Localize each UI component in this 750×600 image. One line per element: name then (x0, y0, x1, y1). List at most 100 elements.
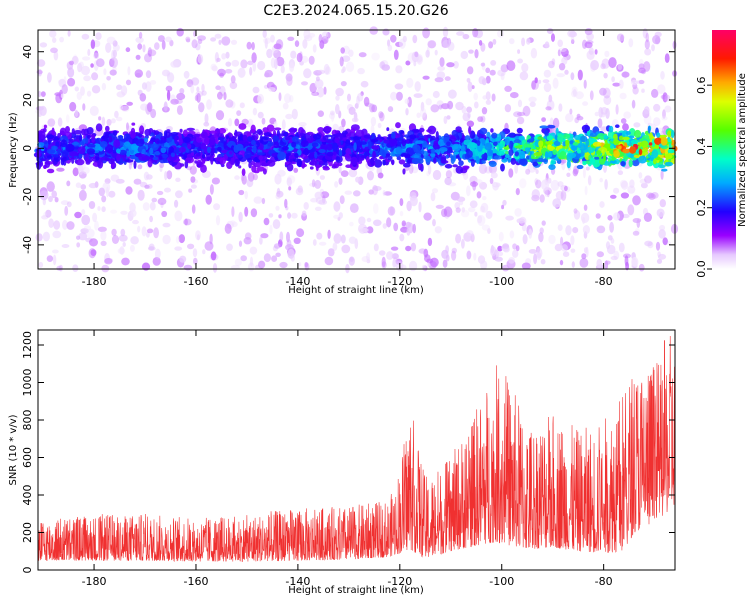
spectrogram-cell (338, 148, 343, 157)
spectrogram-cell (308, 32, 316, 38)
spectrogram-cell (638, 67, 646, 74)
spectrogram-cell (450, 155, 455, 165)
spectrogram-cell (152, 257, 161, 266)
spectrogram-cell (569, 140, 574, 145)
spectrogram-cell (338, 212, 343, 219)
spectrogram-cell (485, 67, 491, 74)
spectrogram-cell (664, 105, 672, 113)
spectrogram-cell (145, 70, 152, 79)
spectrogram-cell (357, 67, 365, 75)
spectrogram-cell (152, 156, 159, 161)
spectrogram-cell (660, 70, 665, 80)
spectrogram-cell (629, 146, 637, 154)
spectrogram-cell (448, 89, 457, 99)
spectrogram-cell (263, 253, 271, 263)
spectrogram-cell (425, 155, 431, 163)
spectrogram-cell (302, 39, 308, 49)
spectrogram-cell (139, 125, 145, 135)
spectrogram-cell (433, 157, 437, 164)
spectrogram-cell (657, 84, 666, 94)
spectrogram-cell (526, 38, 531, 45)
spectrogram-cell (628, 135, 635, 139)
spectrogram-cell (66, 221, 75, 230)
spectrogram-cell (149, 201, 156, 211)
spectrogram-cell (153, 130, 160, 135)
spectrogram-cell (182, 129, 188, 137)
spectrogram-cell (275, 205, 280, 211)
spectrogram-cell (572, 141, 579, 146)
spectrogram-cell (381, 64, 391, 71)
spectrogram-cell (480, 202, 489, 213)
spectrogram-cell (260, 233, 269, 239)
spectrogram-cell (651, 88, 659, 98)
spectrogram-cell (562, 133, 570, 140)
spectrogram-cell (471, 85, 475, 90)
spectrogram-cell (557, 39, 563, 48)
spectrogram-cell (36, 59, 46, 67)
spectrogram-cell (298, 122, 307, 127)
spectrogram-cell (356, 95, 360, 106)
spectrogram-cell (41, 158, 50, 162)
spectrogram-cell (63, 76, 67, 85)
spectrogram-cell (314, 191, 323, 200)
spectrogram-cell (620, 118, 627, 124)
spectrogram-cell (442, 259, 448, 268)
spectrogram-cell (247, 136, 253, 142)
spectrogram-cell (595, 213, 601, 219)
spectrogram-cell (413, 155, 420, 159)
spectrogram-cell (185, 158, 192, 163)
spectrogram-cell (655, 36, 661, 45)
spectrogram-cell (234, 158, 240, 167)
spectrogram-cell (541, 117, 546, 122)
spectrogram-cell (121, 257, 130, 266)
spectrogram-cell (194, 133, 201, 138)
spectrogram-cell (254, 133, 259, 140)
spectrogram-cell (456, 31, 465, 36)
x-tick-label: -140 (285, 275, 310, 288)
spectrogram-cell (504, 154, 510, 159)
spectrogram-cell (77, 146, 86, 155)
spectrogram-cell (568, 152, 577, 159)
spectrogram-cell (455, 207, 461, 213)
spectrogram-cell (115, 178, 125, 184)
spectrogram-cell (615, 104, 619, 115)
spectrogram-cell (219, 157, 226, 165)
spectrogram-cell (76, 235, 81, 240)
spectrogram-cell (552, 149, 558, 156)
spectrogram-cell (234, 175, 240, 180)
spectrogram-cell (77, 164, 84, 176)
spectrogram-cell (92, 212, 98, 223)
spectrogram-cell (472, 27, 479, 38)
spectrogram-cell (221, 53, 227, 60)
spectrogram-cell (496, 251, 504, 257)
spectrogram-cell (120, 228, 126, 237)
spectrogram-cell (395, 122, 401, 129)
spectrogram-cell (53, 154, 60, 158)
spectrogram-cell (583, 79, 587, 89)
spectrogram-cell (278, 214, 282, 219)
spectrogram-cell (534, 178, 539, 186)
spectrogram-cell (72, 54, 78, 64)
spectrogram-cell (452, 164, 458, 168)
spectrogram-cell (366, 217, 372, 223)
spectrogram-cell (271, 152, 278, 157)
spectrogram-cell (286, 175, 296, 184)
spectrogram-cell (557, 49, 561, 57)
spectrogram-cell (86, 127, 94, 135)
spectrogram-cell (256, 128, 263, 135)
spectrogram-cell (217, 146, 222, 152)
spectrogram-cell (127, 66, 131, 76)
spectrogram-cell (446, 141, 451, 147)
spectrogram-cell (399, 198, 404, 207)
spectrogram-cell (538, 232, 544, 243)
spectrogram-cell (46, 255, 54, 262)
spectrogram-cell (191, 39, 198, 49)
spectrogram-cell (493, 181, 497, 187)
chart-title: C2E3.2024.065.15.20.G26 (263, 3, 448, 19)
spectrogram-cell (59, 36, 64, 43)
colorbar-gradient (712, 30, 736, 269)
spectrogram-cell (61, 84, 68, 95)
spectrogram-cell (509, 38, 515, 45)
spectrogram-cell (301, 81, 308, 86)
spectrogram-cell (508, 257, 515, 264)
